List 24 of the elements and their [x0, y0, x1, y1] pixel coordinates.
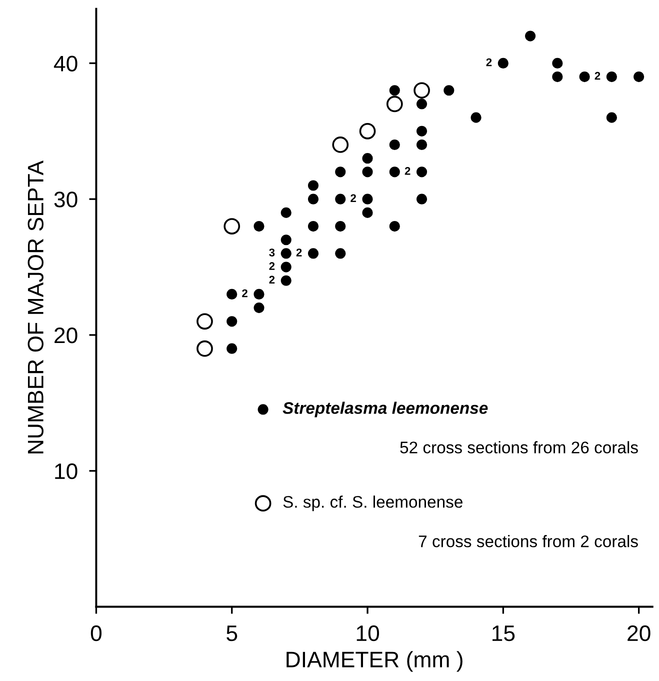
- annotation: 2: [269, 262, 275, 270]
- legend-label: S. sp. cf. S. leemonense: [283, 496, 462, 512]
- annotation: 2: [296, 248, 302, 256]
- x-tick-label: 15: [492, 626, 515, 642]
- x-tick-label: 0: [90, 625, 102, 642]
- annotation: 2: [242, 289, 248, 298]
- x-tick-label: 10: [356, 625, 380, 642]
- x-tick-label: 5: [226, 626, 238, 642]
- annotation: 2: [350, 194, 356, 202]
- annotation: 2: [594, 72, 600, 80]
- y-tick-label: 30: [54, 192, 78, 208]
- annotation: 7 cross sections from 2 corals: [418, 535, 638, 548]
- annotation: 2: [486, 58, 492, 66]
- annotation: 3: [269, 248, 275, 256]
- x-tick-label: 20: [628, 625, 650, 642]
- y-tick-label: 40: [54, 56, 78, 72]
- x-axis-title: DIAMETER (mm ): [286, 651, 462, 672]
- annotation: 52 cross sections from 26 corals: [400, 441, 638, 454]
- y-axis-title: NUMBER OF MAJOR SEPTA: [28, 160, 44, 454]
- annotation: 2: [404, 167, 410, 175]
- annotation: 2: [269, 276, 275, 284]
- legend-label: Streptelasma leemonense: [282, 402, 488, 418]
- y-tick-label: 10: [55, 463, 78, 480]
- y-tick-label: 20: [54, 328, 78, 344]
